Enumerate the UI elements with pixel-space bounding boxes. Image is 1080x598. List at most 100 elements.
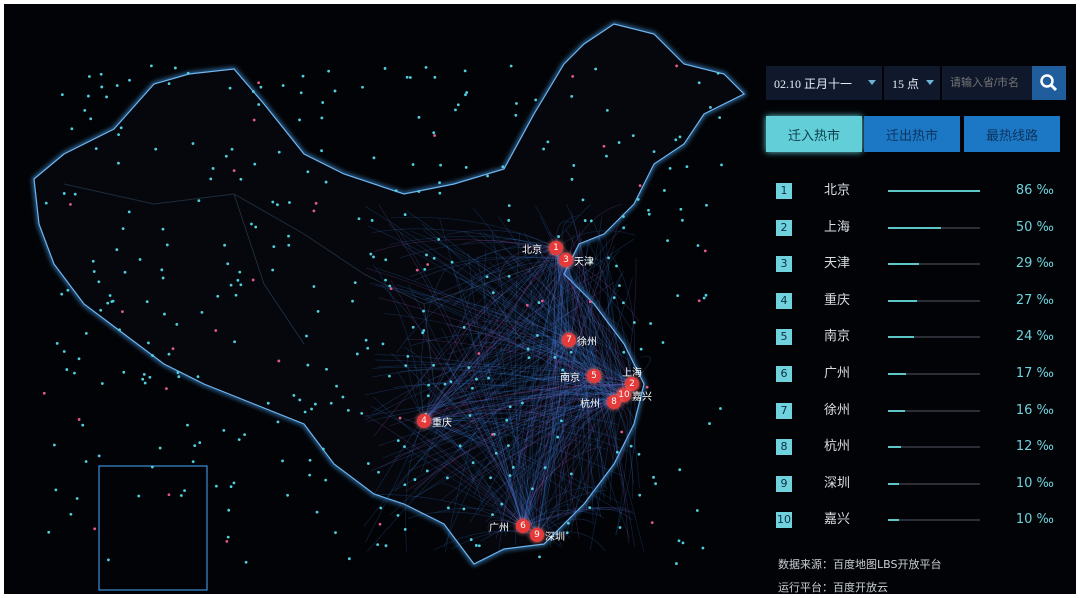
city-dot <box>475 377 478 381</box>
ranking-row[interactable]: 1 北京 86 ‰ <box>776 183 1066 203</box>
city-dot <box>704 293 708 297</box>
flow-line <box>423 281 615 422</box>
flow-line <box>522 216 603 527</box>
city-dot <box>115 248 119 252</box>
tab-hottest-routes[interactable]: 最热线路 <box>964 116 1060 152</box>
city-dot <box>508 405 512 409</box>
city-name: 南京 <box>824 329 851 345</box>
flow-line <box>522 369 596 527</box>
ranking-row[interactable]: 7 徐州 16 ‰ <box>776 402 1066 423</box>
city-dot <box>106 301 110 305</box>
flow-line <box>522 277 633 527</box>
city-dot <box>137 494 141 498</box>
city-dot <box>226 262 230 266</box>
flow-line <box>424 298 570 341</box>
city-dot <box>569 472 573 476</box>
city-dot <box>527 356 531 360</box>
flow-line <box>447 335 570 355</box>
tab-outbound-hot-cities[interactable]: 迁出热市 <box>864 116 960 152</box>
flow-line <box>423 417 622 441</box>
share-bar-fill <box>888 373 907 375</box>
ranking-row[interactable]: 10 嘉兴 10 ‰ <box>776 512 1066 532</box>
city-dot <box>341 395 345 399</box>
city-search-input[interactable] <box>942 66 1032 100</box>
city-dot <box>540 299 544 303</box>
flow-line <box>375 354 625 396</box>
city-dot <box>171 347 175 351</box>
ranking-row[interactable]: 6 广州 17 ‰ <box>776 366 1066 386</box>
city-dot <box>239 283 243 287</box>
flow-line <box>460 383 633 449</box>
flow-line <box>536 240 590 536</box>
hour-value: 15 点 <box>892 76 920 91</box>
city-dot <box>60 93 64 97</box>
search-button[interactable] <box>1032 66 1066 100</box>
city-dot <box>425 253 428 257</box>
flow-line <box>547 247 565 379</box>
city-dot <box>186 71 190 75</box>
flow-line <box>523 232 570 341</box>
city-dot <box>161 227 165 231</box>
city-dot <box>650 521 654 525</box>
city-dot <box>193 444 197 448</box>
ranking-row[interactable]: 3 天津 29 ‰ <box>776 256 1066 276</box>
flow-line <box>448 339 570 371</box>
city-dot <box>70 127 74 131</box>
flow-line <box>420 339 570 441</box>
ranking-row[interactable]: 4 重庆 27 ‰ <box>776 292 1066 313</box>
flow-line <box>464 247 557 393</box>
flow-line <box>408 394 625 472</box>
city-dot <box>703 249 707 253</box>
tab-inbound-hot-cities[interactable]: 迁入热市 <box>766 116 862 152</box>
flow-line <box>517 345 625 396</box>
city-dot <box>325 367 328 371</box>
flow-line <box>423 319 514 422</box>
rank-pin: 2 <box>625 377 639 391</box>
flow-line <box>522 426 556 527</box>
ranking-row[interactable]: 2 上海 50 ‰ <box>776 219 1066 240</box>
hour-select[interactable]: 15 点 <box>884 66 940 100</box>
city-dot <box>175 322 179 326</box>
city-dot <box>277 150 281 154</box>
flow-line <box>372 366 625 396</box>
city-dot <box>678 135 682 139</box>
flow-line <box>466 324 615 403</box>
flow-line <box>441 328 524 527</box>
platform-note: 运行平台：百度开放云 <box>778 581 888 594</box>
rank-badge: 1 <box>776 183 792 199</box>
flow-line <box>519 247 557 413</box>
city-dot <box>147 341 150 345</box>
flow-line <box>447 339 570 394</box>
city-dot <box>186 423 189 427</box>
flow-line <box>373 396 538 536</box>
flow-line <box>455 276 625 396</box>
flow-line <box>434 339 570 379</box>
city-dot <box>426 263 430 266</box>
ranking-row[interactable]: 8 杭州 12 ‰ <box>776 439 1066 459</box>
city-dot <box>91 259 95 263</box>
share-bar-fill <box>888 190 980 192</box>
china-migration-map[interactable] <box>4 4 764 594</box>
flow-line <box>552 259 574 426</box>
rank-pin: 3 <box>559 253 573 267</box>
city-dot <box>360 411 364 415</box>
city-name: 天津 <box>824 256 851 272</box>
flow-line <box>522 395 554 527</box>
city-dot <box>257 81 260 85</box>
flow-line <box>389 339 570 516</box>
flow-line <box>593 233 601 377</box>
city-dot <box>396 439 400 443</box>
flow-line <box>423 203 591 422</box>
date-select[interactable]: 02.10 正月十一 <box>766 66 882 100</box>
city-dot <box>257 103 261 106</box>
flow-line <box>464 339 570 434</box>
flow-line <box>535 282 625 396</box>
city-dot <box>697 81 701 85</box>
city-dot <box>81 423 85 427</box>
ranking-row[interactable]: 9 深圳 10 ‰ <box>776 475 1066 496</box>
rank-badge: 10 <box>776 512 792 529</box>
ranking-row[interactable]: 5 南京 24 ‰ <box>776 329 1066 349</box>
flow-line <box>605 238 625 396</box>
flow-line <box>529 339 570 489</box>
city-dot <box>638 184 642 188</box>
